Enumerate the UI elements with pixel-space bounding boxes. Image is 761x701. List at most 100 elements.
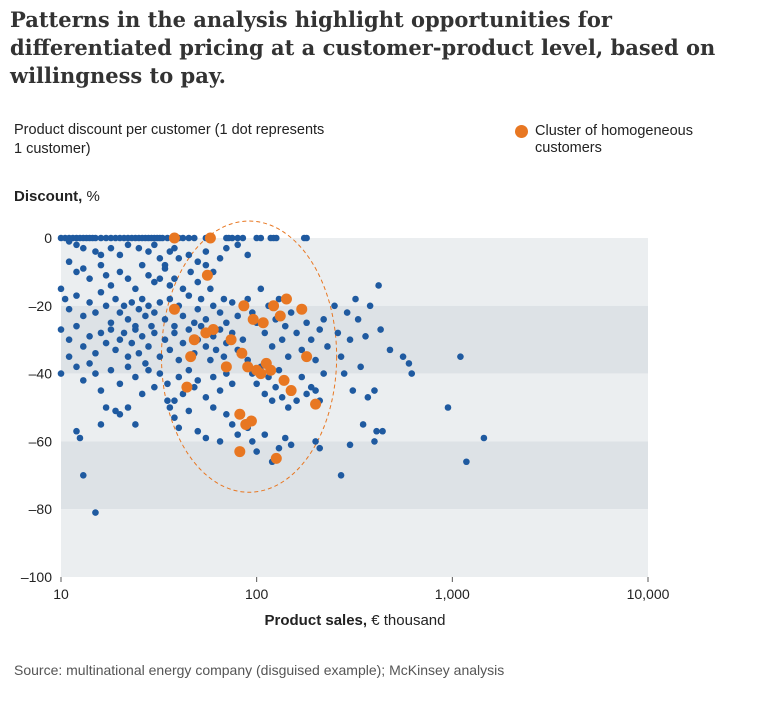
data-point [171,275,178,282]
data-point [228,299,236,306]
x-axis-label-bold: Product sales, [264,612,368,629]
data-point [132,285,139,293]
data-point [281,322,289,330]
data-point [97,251,105,259]
cluster-point [168,303,180,315]
data-point [132,322,139,330]
data-point [175,356,183,364]
data-point [278,336,286,344]
cluster-point [234,446,246,458]
data-point [340,370,348,377]
data-point [366,302,374,310]
source-note: Source: multinational energy company (di… [14,662,505,678]
data-point [202,248,210,255]
data-point [303,319,310,327]
data-point [124,275,132,282]
data-point [253,448,260,455]
cluster-point [247,313,259,325]
data-point [107,234,115,242]
data-point [234,234,242,242]
data-point [284,353,292,360]
cluster-point [257,317,269,329]
data-point [293,397,300,405]
data-point [138,295,146,303]
data-point [399,353,407,360]
data-point [145,366,152,374]
data-point [202,434,210,442]
data-point [128,339,136,347]
data-point [156,275,164,282]
x-tick-label: 10 [53,586,69,602]
data-point [268,343,276,350]
data-point [197,322,205,330]
data-point [76,434,84,442]
chart-title: Patterns in the analysis highlight oppor… [10,7,716,88]
data-point [377,326,384,333]
cluster-point [168,232,180,244]
data-point [116,309,124,316]
data-point [73,241,80,249]
cluster-point [234,408,246,420]
data-point [281,434,289,442]
data-point [324,343,331,350]
cluster-point [301,351,313,363]
data-point [202,343,210,350]
data-point [116,268,124,276]
data-point [102,234,110,242]
data-point [124,353,132,360]
data-point [202,261,210,269]
data-point [287,309,295,316]
data-point [124,404,132,411]
data-point [145,248,152,255]
data-point [124,363,132,371]
data-point [79,265,87,272]
cluster-point [207,324,219,336]
data-point [190,319,198,327]
y-tick-label: –80 [29,501,53,517]
data-point [194,377,202,384]
data-point [73,268,80,276]
cluster-point [225,334,237,346]
data-point [223,244,230,252]
data-point [171,244,178,252]
data-point [120,302,128,310]
data-point [73,427,80,435]
data-point [116,251,124,259]
y-axis-label-unit: % [86,188,100,205]
data-point [298,346,306,354]
data-point [65,336,73,344]
data-point [185,326,193,333]
data-point [244,295,252,303]
data-point [97,329,105,337]
data-point [151,278,158,286]
data-point [257,234,265,242]
data-point [97,261,105,269]
data-point [159,234,166,242]
data-point [102,271,110,279]
data-point [275,295,283,303]
data-point [107,282,115,289]
data-point [138,333,146,340]
data-point [268,397,276,405]
data-point [293,329,300,337]
data-point [480,434,488,442]
cluster-point [270,452,282,464]
data-point [212,346,220,354]
data-point [120,329,128,337]
cluster-point [280,293,292,305]
cluster-point [310,398,322,410]
cluster-point [188,334,200,346]
data-point [257,285,265,293]
data-point [307,336,315,344]
data-point [112,295,119,303]
plot-band [61,238,648,306]
data-point [220,295,228,303]
data-point [148,322,155,330]
data-point [185,234,193,242]
data-point [92,509,99,516]
data-point [86,333,93,340]
data-point [86,299,93,306]
data-point [73,363,80,371]
data-point [331,302,338,310]
legend-marker [515,125,528,138]
